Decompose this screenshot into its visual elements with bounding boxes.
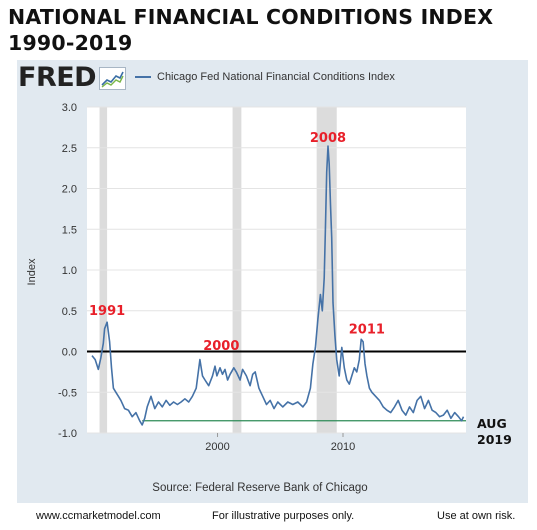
y-tick-labels: 3.0 2.5 2.0 1.5 1.0 0.5 0.0 -0.5 -1.0 (58, 102, 77, 440)
footer-disclaimer-1: For illustrative purposes only. (212, 510, 355, 522)
annotation-label: 1991 (89, 304, 125, 319)
y-tick-label: 0.5 (62, 306, 77, 318)
y-tick-label: -1.0 (58, 428, 77, 440)
x-tick-labels: 2000 2010 (205, 433, 355, 453)
fred-logo: FRED (18, 62, 127, 93)
page-title: NATIONAL FINANCIAL CONDITIONS INDEX 1990… (8, 4, 528, 56)
source-label: Source: Federal Reserve Bank of Chicago (152, 482, 367, 494)
y-tick-label: 1.0 (62, 265, 77, 277)
legend-label: Chicago Fed National Financial Condition… (157, 71, 395, 83)
y-tick-label: -0.5 (58, 387, 77, 399)
y-tick-label: 2.5 (62, 143, 77, 155)
annotation-label: 2011 (349, 323, 385, 338)
y-tick-label: 1.5 (62, 224, 77, 236)
title-line-1: NATIONAL FINANCIAL CONDITIONS INDEX (8, 5, 494, 29)
x-tick-label: 2010 (331, 441, 355, 453)
reference-lines (87, 350, 466, 422)
fred-trend-icon (99, 66, 127, 90)
chart-legend: Chicago Fed National Financial Condition… (135, 71, 395, 83)
fred-logo-text: FRED (18, 62, 97, 93)
footer-disclaimer-2: Use at own risk. (437, 510, 516, 522)
y-axis-label: Index (26, 258, 38, 285)
x-tick-label: 2000 (205, 441, 229, 453)
end-label-month: AUG (477, 416, 507, 431)
title-line-2: 1990-2019 (8, 31, 133, 55)
annotations: 1991 2000 2008 2011 (89, 131, 385, 354)
end-label-year: 2019 (477, 432, 512, 447)
series-line (91, 145, 465, 426)
annotation-label: 2008 (310, 131, 346, 146)
y-tick-label: 3.0 (62, 102, 77, 114)
footer-website: www.ccmarketmodel.com (36, 510, 161, 522)
annotation-label: 2000 (203, 339, 239, 354)
legend-swatch (135, 76, 151, 78)
y-tick-label: 2.0 (62, 184, 77, 196)
y-tick-label: 0.0 (62, 347, 77, 359)
